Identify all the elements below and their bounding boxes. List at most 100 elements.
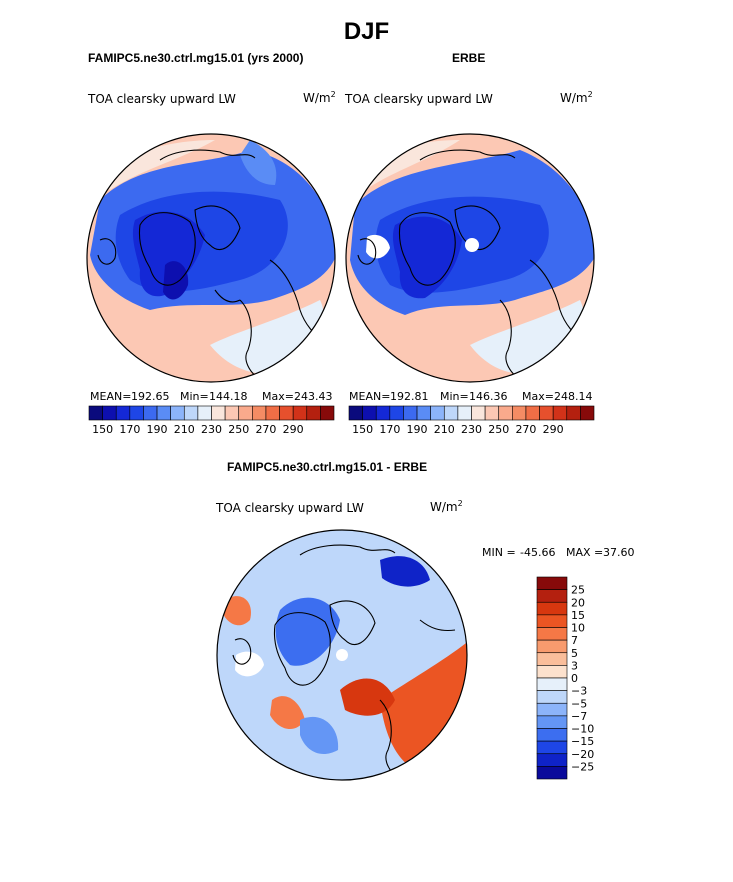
panel-2-mean-label: MEAN= [349, 390, 390, 403]
panel-1-colorbar-cell [88, 405, 103, 421]
panel-1-mean-value: 192.65 [131, 390, 170, 403]
panel-2-colorbar-tick-label: 250 [488, 423, 509, 436]
panel-1-mean-label: MEAN= [90, 390, 131, 403]
panel-1-stats: MEAN= 192.65 Min= 144.18 Max= 243.43 [90, 390, 333, 403]
panel-1-colorbar-tick-label: 250 [228, 423, 249, 436]
panel-1-min-label: Min= [180, 390, 209, 403]
panel-3-stats: MIN = -45.66 MAX = 37.60 [482, 546, 635, 559]
map-1-coldest-spot [163, 261, 189, 300]
map-3-warm-bias-west [222, 596, 251, 626]
map-2-missing-patch [366, 234, 390, 259]
panel-2-colorbar: 150 170 190 210 230 250 270 290 [348, 405, 595, 436]
panel-1-map [87, 134, 335, 382]
map-2-greenland-cold [392, 216, 462, 299]
panel-1-colorbar-cell [292, 405, 308, 421]
map-1-border [86, 133, 336, 383]
panel-1-max-label: Max= [262, 390, 294, 403]
panel-3-variable: TOA clearsky upward LW [216, 501, 364, 515]
panel-3-colorbar-cell [536, 639, 568, 654]
panel-3-colorbar-cell [536, 740, 568, 755]
panel-1-colorbar-cell [170, 405, 185, 421]
panel-3-max-label: MAX = [566, 546, 603, 559]
panel-3-colorbar-cell [536, 652, 568, 666]
panel-3-colorbar-tick-label: 10 [571, 622, 585, 635]
panel-1-colorbar-cell [143, 405, 158, 421]
map-3-warm-bias-atlantic [270, 696, 305, 730]
panel-2-colorbar-cell [389, 405, 404, 421]
panel-3-map [217, 530, 467, 780]
panel-1-colorbar-tick-label: 230 [201, 423, 222, 436]
panel-2-stats: MEAN= 192.81 Min= 146.36 Max= 248.14 [349, 390, 593, 403]
panel-3-colorbar-tick-label: −3 [571, 685, 587, 698]
panel-3-colorbar-tick-label: 3 [571, 659, 578, 672]
panel-2-colorbar-tick-label: 150 [352, 423, 373, 436]
panel-3-colorbar-cell [536, 601, 568, 616]
panel-3-colorbar-tick-label: 7 [571, 634, 578, 647]
panel-1-colorbar-cell [115, 405, 131, 421]
panel-1-colorbar-cell [102, 405, 117, 421]
panel-3-colorbar-tick-label: 5 [571, 647, 578, 660]
panel-2-colorbar-cell [484, 405, 500, 421]
panel-3-units: W/m2 [430, 499, 463, 514]
panel-2-colorbar-cell [443, 405, 459, 421]
panel-3-colorbar-cell [536, 589, 568, 603]
figure-title: DJF [343, 18, 390, 45]
panel-1-colorbar-tick-label: 290 [283, 423, 304, 436]
panel-2-colorbar-cell [525, 405, 540, 421]
panel-2-colorbar-tick-label: 210 [434, 423, 455, 436]
panel-1-colorbar-tick-label: 150 [92, 423, 113, 436]
panel-2-colorbar-cell [552, 405, 568, 421]
panel-2-colorbar-cell [348, 405, 363, 421]
panel-3-min-value: -45.66 [520, 546, 555, 559]
panel-2-colorbar-cell [457, 405, 472, 421]
panel-2-colorbar-tick-label: 170 [379, 423, 400, 436]
panel-2-min-value: 146.36 [469, 390, 508, 403]
panel-1-colorbar: 150 170 190 210 230 250 270 290 [88, 405, 335, 436]
panel-1-colorbar-cell [183, 405, 199, 421]
panel-3-colorbar-cell [536, 728, 568, 742]
panel-1-colorbar-cell [238, 405, 253, 421]
panel-2-colorbar-tick-label: 190 [407, 423, 428, 436]
panel-1-colorbar-cell [224, 405, 240, 421]
panel-2-colorbar-cell [430, 405, 445, 421]
panel-3-colorbar-tick-label: −15 [571, 735, 594, 748]
panel-2-colorbar-cell [416, 405, 431, 421]
panel-3-colorbar-tick-label: −10 [571, 723, 594, 736]
panel-1-min-value: 144.18 [209, 390, 248, 403]
panel-3-colorbar-cell [536, 753, 568, 767]
map-1-siberia-patch [240, 140, 277, 185]
panel-1-colorbar-cell [129, 405, 144, 421]
panel-1-colorbar-cell [197, 405, 212, 421]
panel-2-colorbar-tick-label: 290 [543, 423, 564, 436]
panel-3-colorbar-tick-label: −25 [571, 760, 594, 773]
panel-2-colorbar-cell [566, 405, 581, 421]
panel-1-colorbar-cell [156, 405, 171, 421]
panel-3-colorbar-tick-label: −5 [571, 697, 587, 710]
map-2-border [345, 133, 595, 383]
panel-3-max-value: 37.60 [603, 546, 635, 559]
panel-2-colorbar-tick-label: 230 [461, 423, 482, 436]
panel-1-colorbar-tick-label: 190 [147, 423, 168, 436]
panel-3-colorbar-cell [536, 576, 568, 590]
panel-2-colorbar-cell [471, 405, 486, 421]
panel-3-colorbar-cell [536, 614, 568, 628]
panel-1-units: W/m2 [303, 90, 336, 105]
panel-2-colorbar-cell [539, 405, 554, 421]
panel-2-variable: TOA clearsky upward LW [345, 92, 493, 106]
map-3-cold-bias-south [300, 716, 339, 755]
panel-3-title: FAMIPC5.ne30.ctrl.mg15.01 - ERBE [227, 460, 428, 474]
panel-2-map [346, 134, 594, 382]
panel-2-max-value: 248.14 [554, 390, 593, 403]
panel-3-colorbar-tick-label: 25 [571, 584, 585, 597]
panel-1-variable: TOA clearsky upward LW [88, 92, 236, 106]
panel-3-min-label: MIN = [482, 546, 516, 559]
panel-2-colorbar-cell [362, 405, 377, 421]
panel-2-mean-value: 192.81 [390, 390, 429, 403]
panel-1-colorbar-cell [306, 405, 321, 421]
panel-3-colorbar-cell [536, 766, 568, 780]
panel-3-colorbar-cell [536, 690, 568, 704]
panel-3-colorbar-tick-label: −20 [571, 748, 594, 761]
map-2-warm-north [350, 140, 460, 190]
